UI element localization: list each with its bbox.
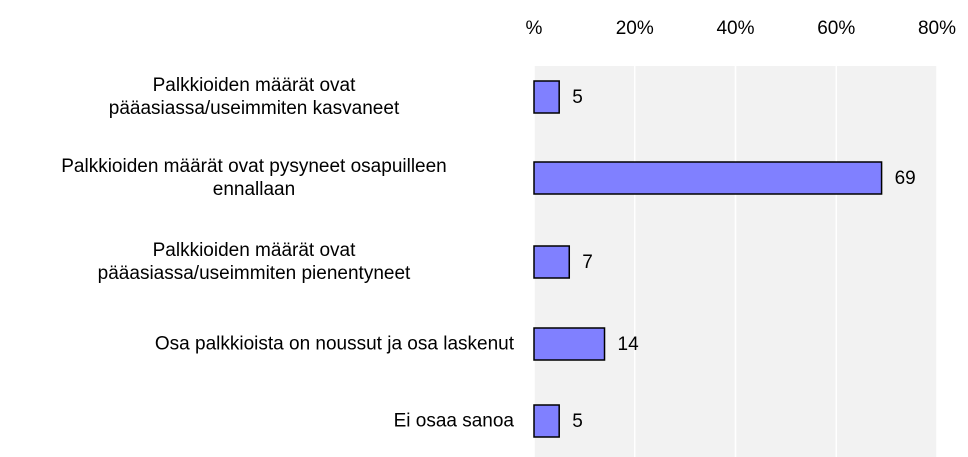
x-tick-label: 60% [817, 18, 855, 39]
bar [533, 245, 571, 279]
value-label: 5 [572, 411, 583, 432]
value-label: 14 [618, 334, 640, 355]
x-tick-label: 40% [716, 18, 754, 39]
value-label: 69 [895, 168, 916, 189]
value-label: 5 [572, 87, 583, 108]
category-label: Palkkioiden määrät ovat pääasiassa/useim… [108, 75, 400, 119]
category-label: Osa palkkioista on noussut ja osa lasken… [154, 333, 514, 355]
category-label: Palkkioiden määrät ovat pysyneet osapuil… [61, 156, 447, 200]
bar [533, 404, 560, 438]
bar [533, 327, 606, 361]
category-label: Palkkioiden määrät ovat pääasiassa/useim… [97, 240, 411, 284]
value-label: 7 [582, 252, 593, 273]
bar [533, 161, 883, 195]
x-tick-label: 20% [616, 18, 654, 39]
x-tick-label: % [526, 18, 543, 39]
bar [533, 80, 560, 114]
category-label: Ei osaa sanoa [393, 410, 514, 432]
x-tick-label: 80% [918, 18, 956, 39]
